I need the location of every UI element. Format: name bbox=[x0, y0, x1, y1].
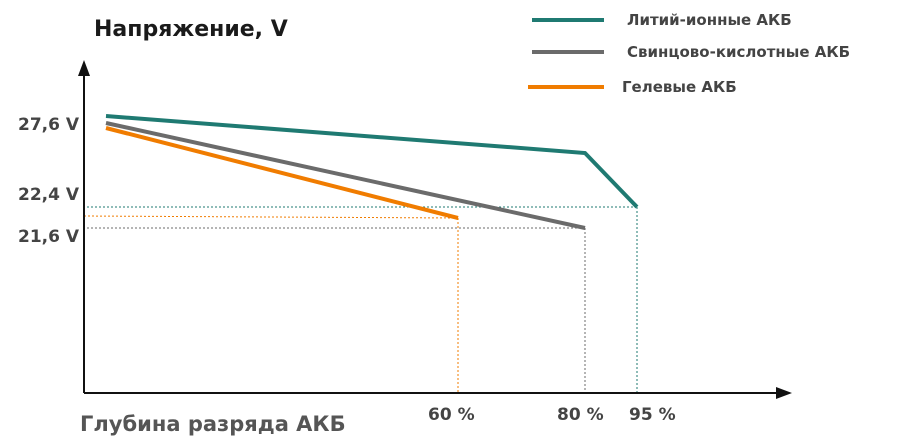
legend-label: Свинцово-кислотные АКБ bbox=[627, 43, 850, 61]
x-tick-label: 60 % bbox=[428, 405, 475, 425]
legend-label: Гелевые АКБ bbox=[622, 78, 737, 96]
legend-label: Литий-ионные АКБ bbox=[627, 11, 792, 29]
x-axis-title: Глубина разряда АКБ bbox=[80, 412, 346, 436]
y-tick-label: 22,4 V bbox=[18, 185, 80, 205]
x-tick-label: 95 % bbox=[629, 405, 676, 425]
x-tick-label: 80 % bbox=[557, 405, 604, 425]
guide-lines bbox=[83, 206, 638, 393]
x-tick-labels: 60 % 80 % 95 % bbox=[428, 405, 676, 425]
legend: Литий-ионные АКБ Свинцово-кислотные АКБ Ге… bbox=[528, 11, 850, 96]
x-axis-arrow-icon bbox=[776, 387, 792, 399]
y-tick-label: 21,6 V bbox=[18, 227, 80, 247]
y-tick-label: 27,6 V bbox=[18, 115, 80, 135]
series-line bbox=[105, 126, 459, 220]
y-tick-labels: 27,6 V 22,4 V 21,6 V bbox=[18, 115, 80, 247]
series-lines bbox=[105, 114, 639, 230]
series-line bbox=[105, 114, 639, 209]
y-axis-title: Напряжение, V bbox=[94, 17, 288, 42]
series-line bbox=[105, 121, 586, 230]
y-axis-arrow-icon bbox=[78, 60, 90, 76]
guide-horizontal bbox=[83, 215, 459, 219]
